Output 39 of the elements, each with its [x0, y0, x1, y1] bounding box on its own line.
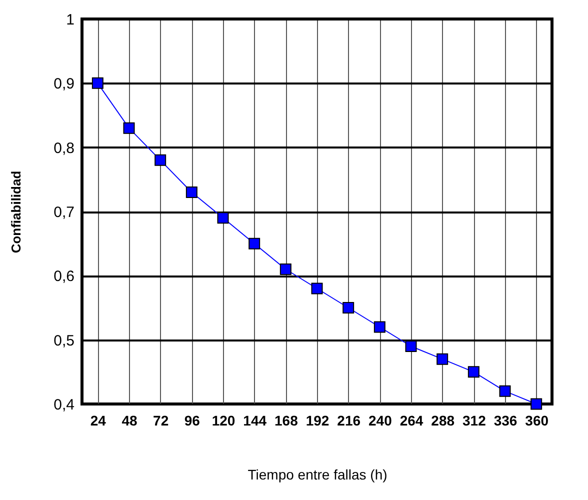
x-tick-label: 24 — [90, 412, 106, 428]
point — [280, 264, 292, 275]
point — [436, 353, 448, 365]
y-axis-title: Confiabilidad — [8, 170, 24, 254]
point — [342, 302, 354, 314]
x-tick-label: 192 — [306, 412, 330, 428]
x-tick-label: 288 — [431, 412, 455, 428]
y-tick-label: 0,8 — [54, 140, 74, 157]
y-tick-label: 0,9 — [54, 76, 74, 93]
y-tick-label: 1 — [66, 12, 74, 28]
x-tick-label: 264 — [400, 412, 424, 428]
point — [154, 154, 166, 166]
point — [92, 77, 104, 89]
x-tick-label: 48 — [122, 412, 138, 428]
point — [186, 186, 198, 198]
x-tick-label: 144 — [243, 412, 267, 428]
point — [123, 122, 135, 134]
x-tick-label: 72 — [153, 412, 169, 428]
y-tick-label: 0,6 — [54, 268, 74, 286]
point — [405, 340, 417, 352]
x-tick-label: 96 — [184, 412, 200, 428]
point — [311, 282, 323, 294]
point — [468, 366, 480, 378]
point — [374, 321, 386, 333]
x-axis-title: Tiempo entre fallas (h) — [248, 466, 388, 482]
point — [217, 212, 229, 224]
point — [499, 385, 511, 397]
x-tick-label: 360 — [525, 412, 549, 428]
x-tick-label: 168 — [274, 412, 298, 428]
x-tick-label: 336 — [494, 412, 518, 428]
point — [248, 238, 260, 250]
y-tick-label: 0,7 — [54, 204, 74, 221]
x-tick-label: 120 — [212, 412, 236, 428]
x-tick-label: 240 — [368, 412, 392, 428]
y-tick-label: 0,4 — [54, 396, 74, 414]
x-tick-label: 216 — [337, 412, 361, 428]
x-tick-label: 312 — [462, 412, 486, 428]
y-tick-label: 0,5 — [54, 332, 74, 350]
point — [530, 398, 542, 410]
